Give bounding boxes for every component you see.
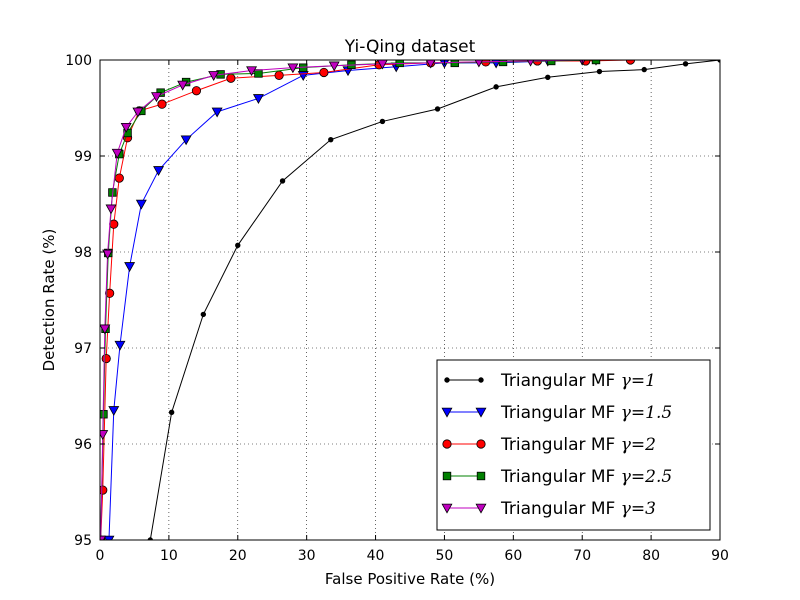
data-point: [211, 107, 223, 118]
data-point: [287, 63, 299, 74]
x-tick-label: 20: [229, 548, 247, 564]
data-point: [200, 311, 207, 318]
data-point: [157, 99, 167, 109]
legend-marker: [475, 407, 487, 418]
data-point: [279, 178, 286, 184]
data-point: [124, 262, 136, 273]
data-point: [425, 60, 436, 69]
data-point: [526, 60, 535, 67]
data-point: [641, 66, 647, 73]
legend-item: Triangular MF γ=3: [441, 499, 656, 519]
data-point: [108, 406, 120, 417]
legend-label: Triangular MF γ=1.5: [500, 403, 672, 423]
data-point: [379, 118, 386, 125]
data-point: [208, 71, 220, 81]
legend-marker: [442, 439, 452, 449]
legend-marker: [442, 471, 452, 481]
data-point: [596, 68, 603, 75]
data-point: [153, 166, 165, 177]
legend-label: Triangular MF γ=1: [500, 371, 656, 391]
legend-label: Triangular MF γ=2: [500, 435, 656, 455]
data-point: [319, 67, 329, 78]
x-tick-label: 80: [642, 548, 660, 564]
data-point: [100, 324, 111, 335]
legend-marker: [475, 503, 487, 514]
series-layer: [100, 60, 720, 540]
legend-marker: [476, 439, 486, 449]
y-axis-label: Detection Rate (%): [40, 229, 58, 372]
legend-label: Triangular MF γ=3: [500, 499, 656, 519]
x-tick-label: 50: [436, 548, 454, 564]
x-tick-label: 30: [298, 548, 316, 564]
x-tick-label: 60: [504, 548, 522, 564]
data-point: [114, 173, 124, 183]
legend-item: Triangular MF γ=2.5: [442, 467, 672, 487]
data-point: [377, 60, 388, 70]
data-point: [132, 107, 144, 118]
legend-marker: [444, 377, 450, 383]
x-tick-label: 40: [367, 548, 385, 564]
legend-marker: [441, 407, 453, 418]
data-point: [114, 340, 126, 351]
data-point: [135, 199, 147, 210]
chart-title: Yi-Qing dataset: [344, 37, 476, 57]
data-point: [102, 249, 114, 260]
data-point: [105, 288, 115, 298]
y-tick-label: 100: [65, 53, 92, 69]
legend-marker: [478, 377, 484, 383]
legend: Triangular MF γ=1 Triangular MF γ=1.5 Tria…: [436, 359, 711, 531]
legend-item: Triangular MF γ=1: [444, 371, 656, 391]
data-point: [100, 535, 107, 540]
data-point: [180, 135, 192, 146]
data-point: [168, 409, 175, 416]
ticks: 0 10 20 30 40 50 60 70 80 90 95 96 97 98 99 100: [65, 53, 729, 564]
data-point: [151, 92, 162, 103]
plot-frame: [99, 59, 721, 541]
y-tick-label: 99: [74, 149, 92, 165]
legend-marker: [476, 471, 486, 481]
data-point: [252, 94, 264, 105]
y-tick-label: 98: [74, 245, 92, 261]
legend-marker: [441, 503, 453, 514]
series-line: [149, 60, 720, 540]
data-point: [103, 535, 115, 540]
y-tick-label: 97: [74, 341, 92, 357]
x-axis-label: False Positive Rate (%): [325, 570, 495, 588]
data-point: [246, 66, 258, 77]
data-point: [328, 136, 334, 143]
legend-item: Triangular MF γ=1.5: [441, 403, 672, 423]
series-5: [100, 60, 586, 540]
data-point: [328, 61, 340, 72]
data-point: [254, 69, 263, 78]
data-point: [274, 70, 284, 80]
y-tick-label: 95: [74, 533, 92, 549]
data-point: [493, 84, 499, 90]
data-point: [101, 353, 111, 364]
data-point: [434, 106, 441, 112]
x-tick-label: 90: [711, 548, 729, 564]
legend-item: Triangular MF γ=2: [442, 435, 656, 455]
x-tick-label: 10: [160, 548, 178, 564]
x-tick-label: 0: [96, 548, 105, 564]
data-point: [120, 122, 132, 133]
y-tick-label: 96: [74, 437, 92, 453]
data-point: [545, 74, 551, 80]
data-point: [474, 60, 484, 68]
data-point: [226, 73, 236, 83]
x-tick-label: 70: [573, 548, 591, 564]
data-point: [191, 86, 202, 96]
legend-label: Triangular MF γ=2.5: [500, 467, 672, 487]
data-point: [177, 80, 189, 91]
data-point: [235, 242, 241, 248]
data-point: [625, 60, 636, 65]
data-point: [105, 204, 117, 215]
series-1: [147, 60, 720, 540]
data-point: [111, 148, 123, 159]
data-point: [682, 61, 689, 67]
